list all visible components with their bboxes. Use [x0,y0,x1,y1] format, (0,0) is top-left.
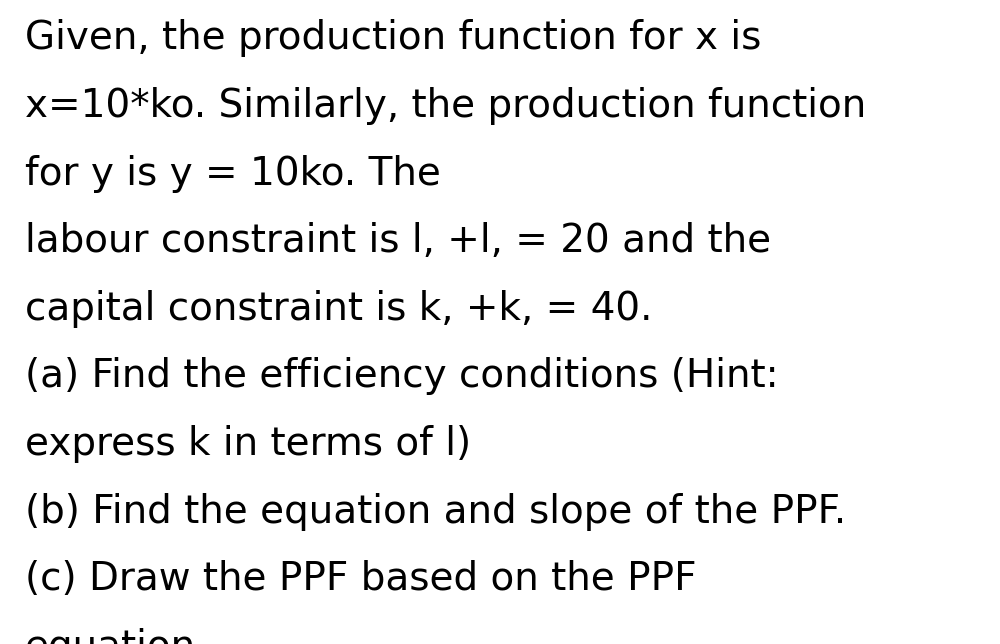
Text: for y is y = 10ko. The: for y is y = 10ko. The [25,155,441,193]
Text: Given, the production function for x is: Given, the production function for x is [25,19,761,57]
Text: capital constraint is k, +k, = 40.: capital constraint is k, +k, = 40. [25,290,652,328]
Text: (a) Find the efficiency conditions (Hint:: (a) Find the efficiency conditions (Hint… [25,357,779,395]
Text: equation: equation [25,628,196,644]
Text: labour constraint is l, +l, = 20 and the: labour constraint is l, +l, = 20 and the [25,222,771,260]
Text: express k in terms of l): express k in terms of l) [25,425,471,463]
Text: (c) Draw the PPF based on the PPF: (c) Draw the PPF based on the PPF [25,560,697,598]
Text: x=10*ko. Similarly, the production function: x=10*ko. Similarly, the production funct… [25,87,866,125]
Text: (b) Find the equation and slope of the PPF.: (b) Find the equation and slope of the P… [25,493,846,531]
